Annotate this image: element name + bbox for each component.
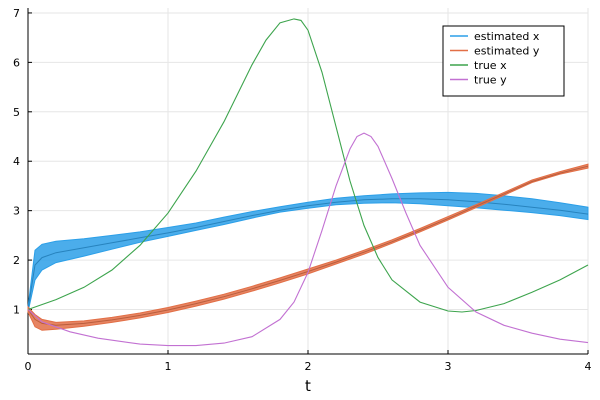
estimated-y-line: [27, 165, 589, 326]
tick-labels: 0 1 2 3 4 1 2 3 4 5 6 7: [13, 7, 592, 373]
legend-label: true y: [474, 74, 507, 87]
x-tick-label: 3: [445, 360, 452, 373]
y-tick-label: 4: [13, 155, 20, 168]
legend-label: estimated y: [474, 45, 540, 58]
y-tick-label: 6: [13, 56, 20, 69]
series: [27, 18, 589, 347]
true-y-line: [27, 132, 589, 347]
grid: [27, 8, 589, 354]
x-tick-label: 0: [25, 360, 32, 373]
x-axis-label: t: [305, 377, 311, 395]
y-tick-label: 1: [13, 304, 20, 317]
y-tick-label: 3: [13, 205, 20, 218]
legend-label: true x: [474, 59, 507, 72]
y-tick-label: 5: [13, 106, 20, 119]
estimated-x-band: [27, 191, 589, 313]
legend-box: [442, 25, 565, 97]
y-tick-label: 2: [13, 254, 20, 267]
estimated-y-band: [27, 163, 589, 331]
x-tick-label: 1: [165, 360, 172, 373]
legend-label: estimated x: [474, 30, 540, 43]
y-tick-label: 7: [13, 7, 20, 20]
x-tick-label: 4: [585, 360, 592, 373]
true-x-line: [27, 18, 589, 313]
x-tick-label: 2: [305, 360, 312, 373]
